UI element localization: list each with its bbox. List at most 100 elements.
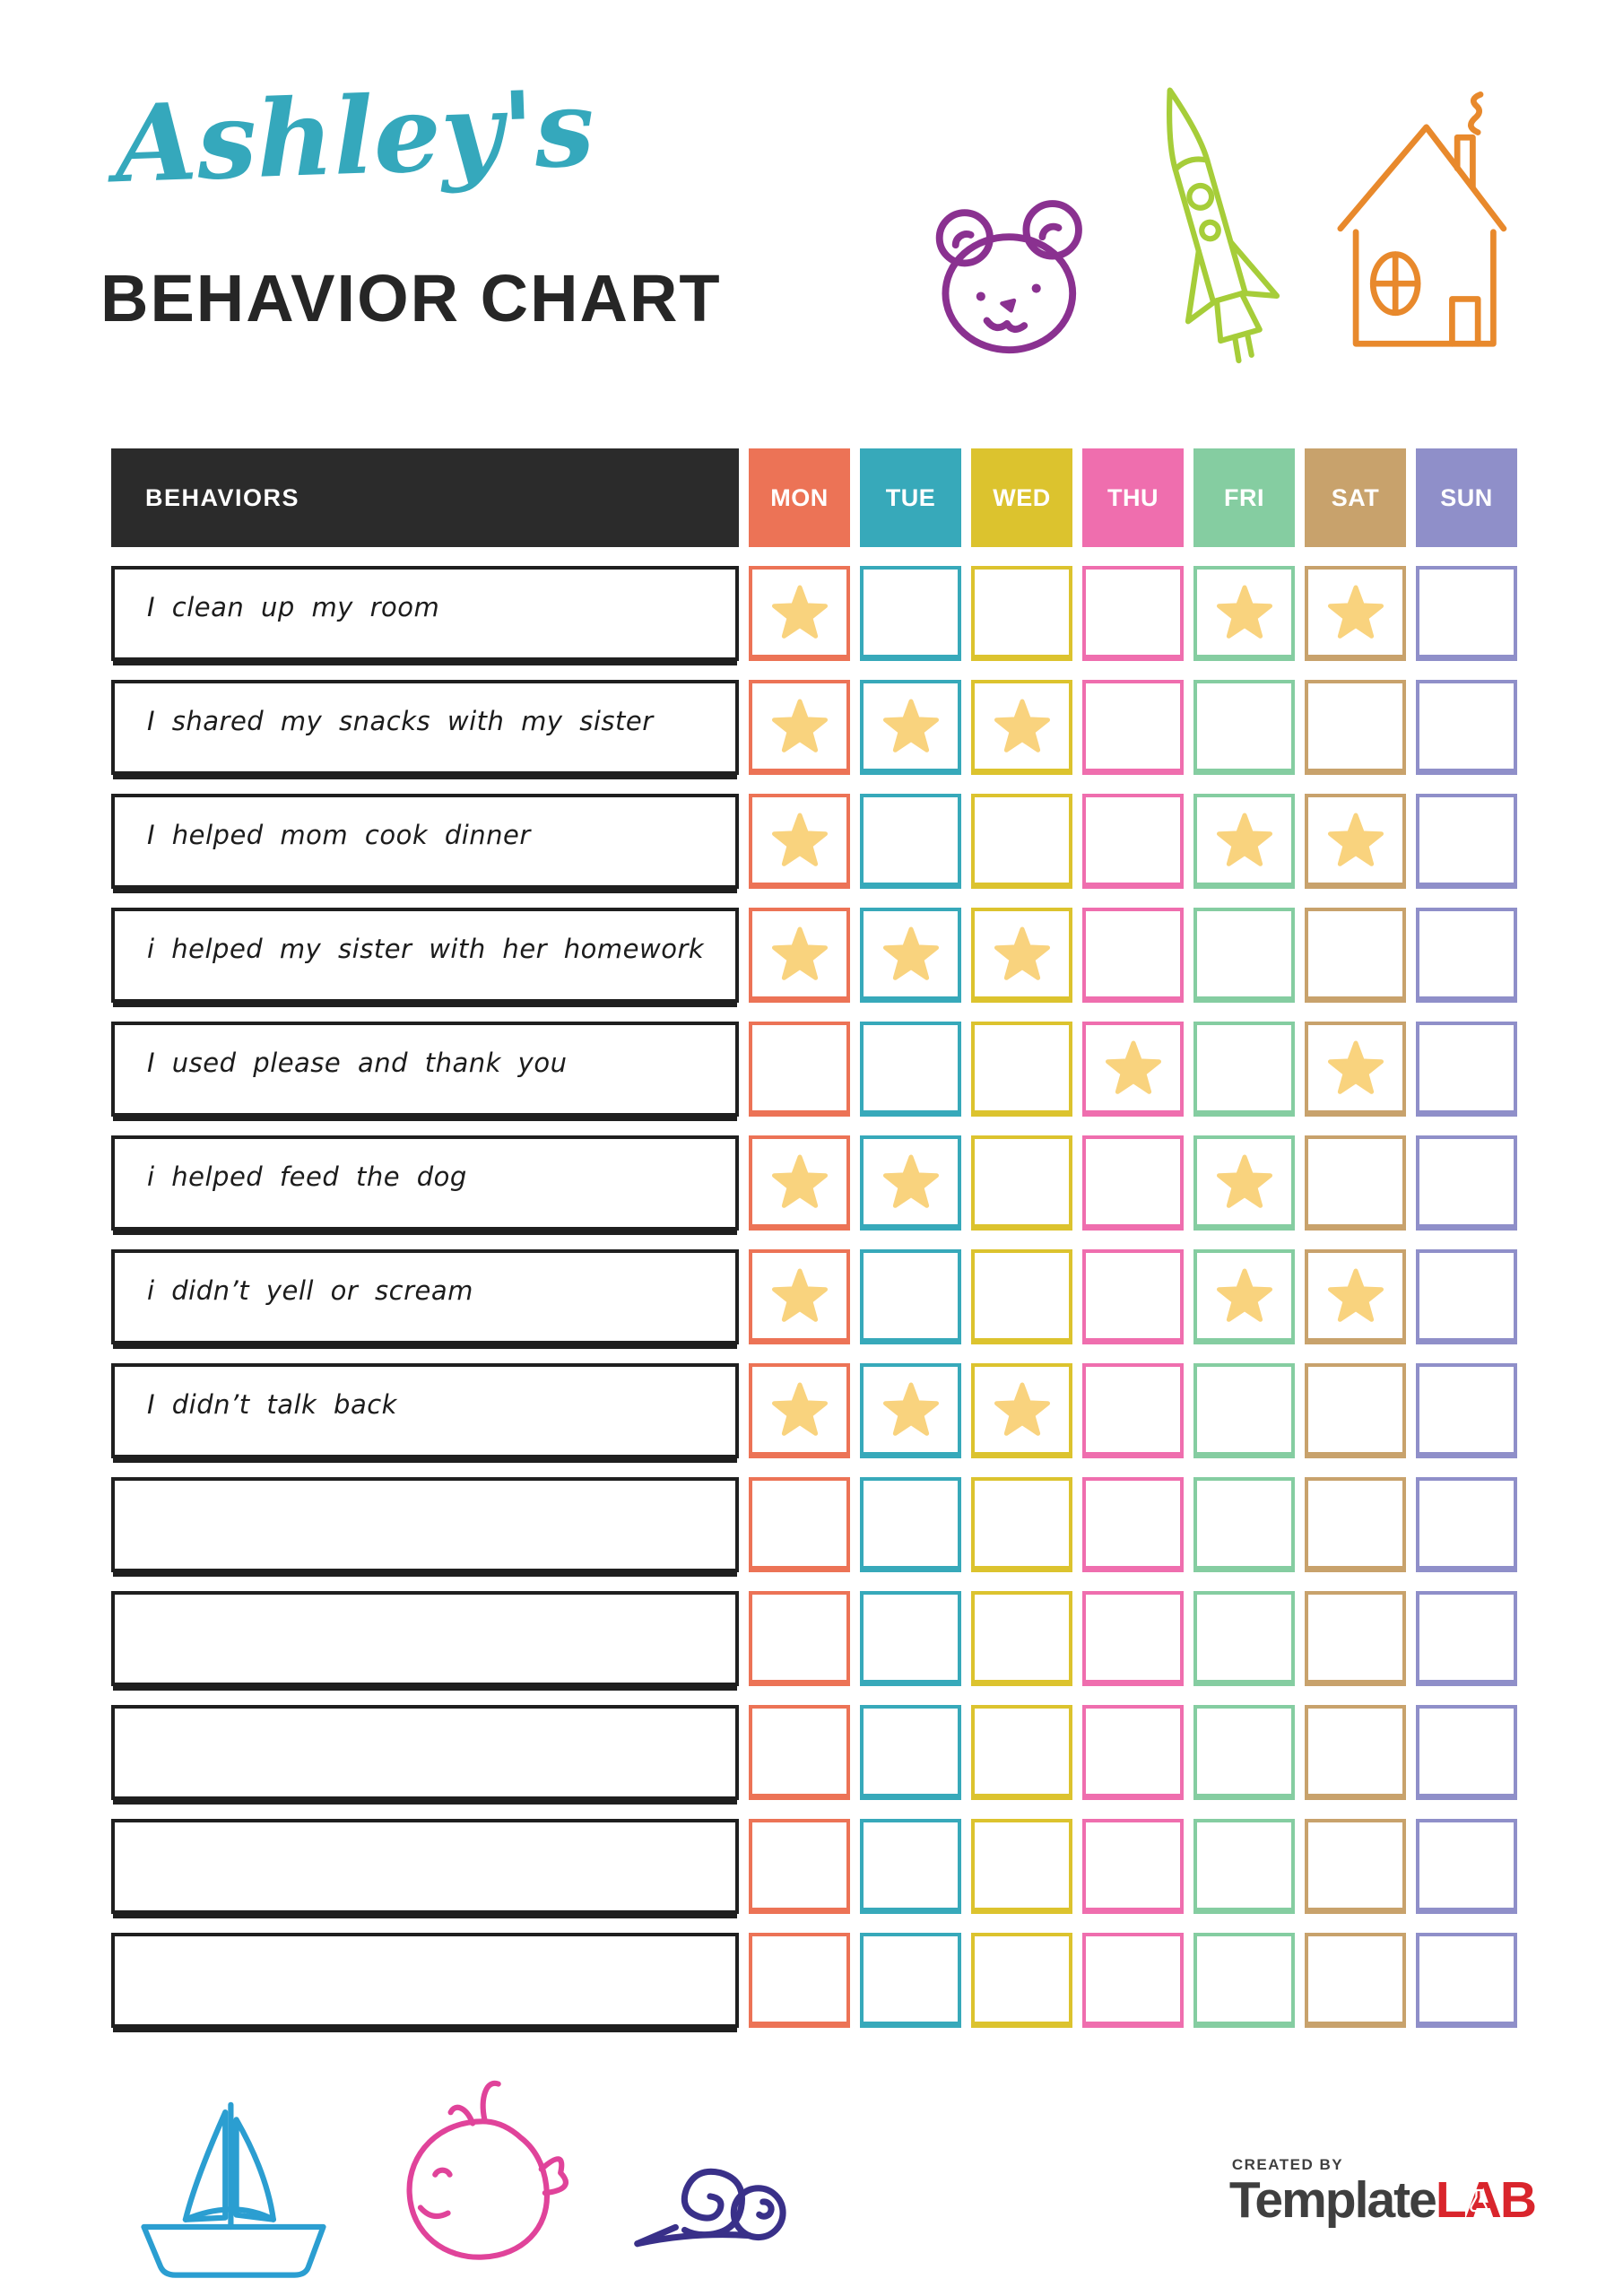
cell-r4-tue [860, 908, 961, 1003]
cell-r10-thu [1082, 1591, 1184, 1686]
cell-r11-fri [1193, 1705, 1295, 1800]
cell-r8-sun [1416, 1363, 1517, 1458]
cell-r8-wed [971, 1363, 1072, 1458]
cell-r8-sat [1305, 1363, 1406, 1458]
cell-r11-sat [1305, 1705, 1406, 1800]
cell-r7-sat [1305, 1249, 1406, 1344]
cell-r11-tue [860, 1705, 961, 1800]
cell-r13-tue [860, 1933, 961, 2028]
cell-r12-fri [1193, 1819, 1295, 1914]
behavior-label-3: I helped mom cook dinner [111, 794, 739, 889]
cell-r9-wed [971, 1477, 1072, 1572]
cell-r10-fri [1193, 1591, 1295, 1686]
brand-lab-text: LAB [1435, 2171, 1537, 2229]
cell-r3-sat [1305, 794, 1406, 889]
star-icon [994, 1382, 1050, 1436]
behavior-label-2: I shared my snacks with my sister [111, 680, 739, 775]
cell-r12-thu [1082, 1819, 1184, 1914]
cell-r1-sun [1416, 566, 1517, 661]
behavior-label-9 [111, 1477, 739, 1572]
cell-r6-thu [1082, 1135, 1184, 1231]
cell-r6-tue [860, 1135, 961, 1231]
cell-r13-fri [1193, 1933, 1295, 2028]
cell-r3-thu [1082, 794, 1184, 889]
cell-r8-thu [1082, 1363, 1184, 1458]
cell-r7-mon [749, 1249, 850, 1344]
cell-r2-mon [749, 680, 850, 775]
cell-r13-wed [971, 1933, 1072, 2028]
cell-r6-sat [1305, 1135, 1406, 1231]
behavior-label-11 [111, 1705, 739, 1800]
brand-wordmark: TemplateLAB [1229, 2171, 1537, 2229]
star-icon [994, 926, 1050, 980]
star-icon [1327, 1268, 1384, 1322]
day-header-thu: THU [1082, 448, 1184, 547]
behavior-grid: BEHAVIORS MON TUE WED THU FRI SAT SUN I clean up… [111, 448, 1517, 2028]
brand-lab-inner: LAB [1435, 2171, 1537, 2229]
cell-r8-tue [860, 1363, 961, 1458]
day-header-sat: SAT [1305, 448, 1406, 547]
cell-r7-sun [1416, 1249, 1517, 1344]
cell-r13-thu [1082, 1933, 1184, 2028]
house-icon-svg [1337, 91, 1507, 347]
cell-r5-sat [1305, 1022, 1406, 1117]
cell-r9-mon [749, 1477, 850, 1572]
cell-r5-wed [971, 1022, 1072, 1117]
page-title: BEHAVIOR CHART [100, 261, 722, 335]
star-icon [771, 699, 828, 752]
cell-r4-mon [749, 908, 850, 1003]
bear-icon-svg [935, 200, 1082, 354]
cell-r4-wed [971, 908, 1072, 1003]
star-icon [1327, 813, 1384, 866]
day-header-fri: FRI [1193, 448, 1295, 547]
cell-r3-sun [1416, 794, 1517, 889]
cell-r10-wed [971, 1591, 1072, 1686]
star-icon [994, 699, 1050, 752]
cell-r5-mon [749, 1022, 850, 1117]
sailboat-icon [124, 2079, 343, 2287]
rocket-icon-svg [1166, 87, 1280, 364]
snail-icon-svg [634, 2168, 786, 2248]
cell-r7-fri [1193, 1249, 1295, 1344]
cell-r1-thu [1082, 566, 1184, 661]
cell-r8-mon [749, 1363, 850, 1458]
cell-r6-sun [1416, 1135, 1517, 1231]
star-icon [882, 1154, 939, 1208]
behaviors-header: BEHAVIORS [111, 448, 739, 547]
cell-r4-sun [1416, 908, 1517, 1003]
cell-r13-mon [749, 1933, 850, 2028]
behavior-label-13 [111, 1933, 739, 2028]
star-icon [1327, 1040, 1384, 1094]
cell-r7-wed [971, 1249, 1072, 1344]
cell-r4-fri [1193, 908, 1295, 1003]
cell-r4-sat [1305, 908, 1406, 1003]
cell-r12-sun [1416, 1819, 1517, 1914]
cell-r1-fri [1193, 566, 1295, 661]
cell-r5-fri [1193, 1022, 1295, 1117]
day-header-wed: WED [971, 448, 1072, 547]
cell-r13-sat [1305, 1933, 1406, 2028]
star-icon [771, 1268, 828, 1322]
cell-r6-wed [971, 1135, 1072, 1231]
star-icon [1216, 813, 1272, 866]
behavior-label-5: I used please and thank you [111, 1022, 739, 1117]
star-icon [771, 1382, 828, 1436]
rocket-icon [1123, 74, 1298, 387]
cell-r5-tue [860, 1022, 961, 1117]
bear-icon [913, 196, 1108, 357]
cell-r1-wed [971, 566, 1072, 661]
cell-r12-wed [971, 1819, 1072, 1914]
cell-r11-thu [1082, 1705, 1184, 1800]
cell-r9-sun [1416, 1477, 1517, 1572]
star-icon [882, 1382, 939, 1436]
whale-icon [384, 2059, 595, 2274]
cell-r2-sun [1416, 680, 1517, 775]
cell-r7-thu [1082, 1249, 1184, 1344]
cell-r3-tue [860, 794, 961, 889]
whale-icon-svg [406, 2080, 568, 2260]
cell-r2-wed [971, 680, 1072, 775]
star-icon [1327, 585, 1384, 639]
cell-r2-sat [1305, 680, 1406, 775]
created-by-label: CREATED BY [1231, 2156, 1344, 2173]
